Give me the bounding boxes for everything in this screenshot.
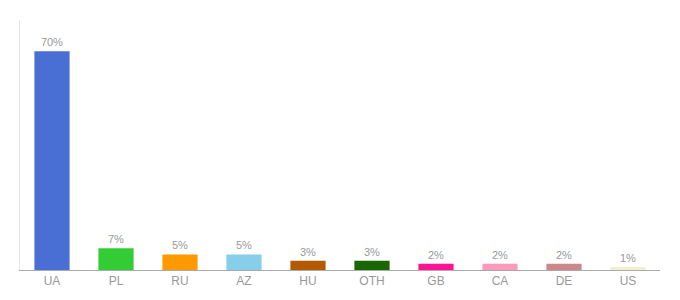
svg-text:CA: CA [492,274,509,288]
svg-text:7%: 7% [108,233,124,245]
svg-text:2%: 2% [492,249,508,261]
svg-text:DE: DE [556,274,573,288]
svg-text:AZ: AZ [236,274,251,288]
svg-text:3%: 3% [364,246,380,258]
svg-text:2%: 2% [428,249,444,261]
svg-text:3%: 3% [300,246,316,258]
svg-text:PL: PL [109,274,124,288]
svg-text:OTH: OTH [359,274,384,288]
svg-text:1%: 1% [620,252,636,264]
svg-text:2%: 2% [556,249,572,261]
svg-text:GB: GB [427,274,444,288]
svg-text:5%: 5% [172,239,188,251]
svg-text:RU: RU [171,274,188,288]
svg-text:70%: 70% [41,36,63,48]
svg-text:5%: 5% [236,239,252,251]
svg-text:HU: HU [299,274,316,288]
svg-text:UA: UA [44,274,61,288]
svg-text:US: US [620,274,637,288]
